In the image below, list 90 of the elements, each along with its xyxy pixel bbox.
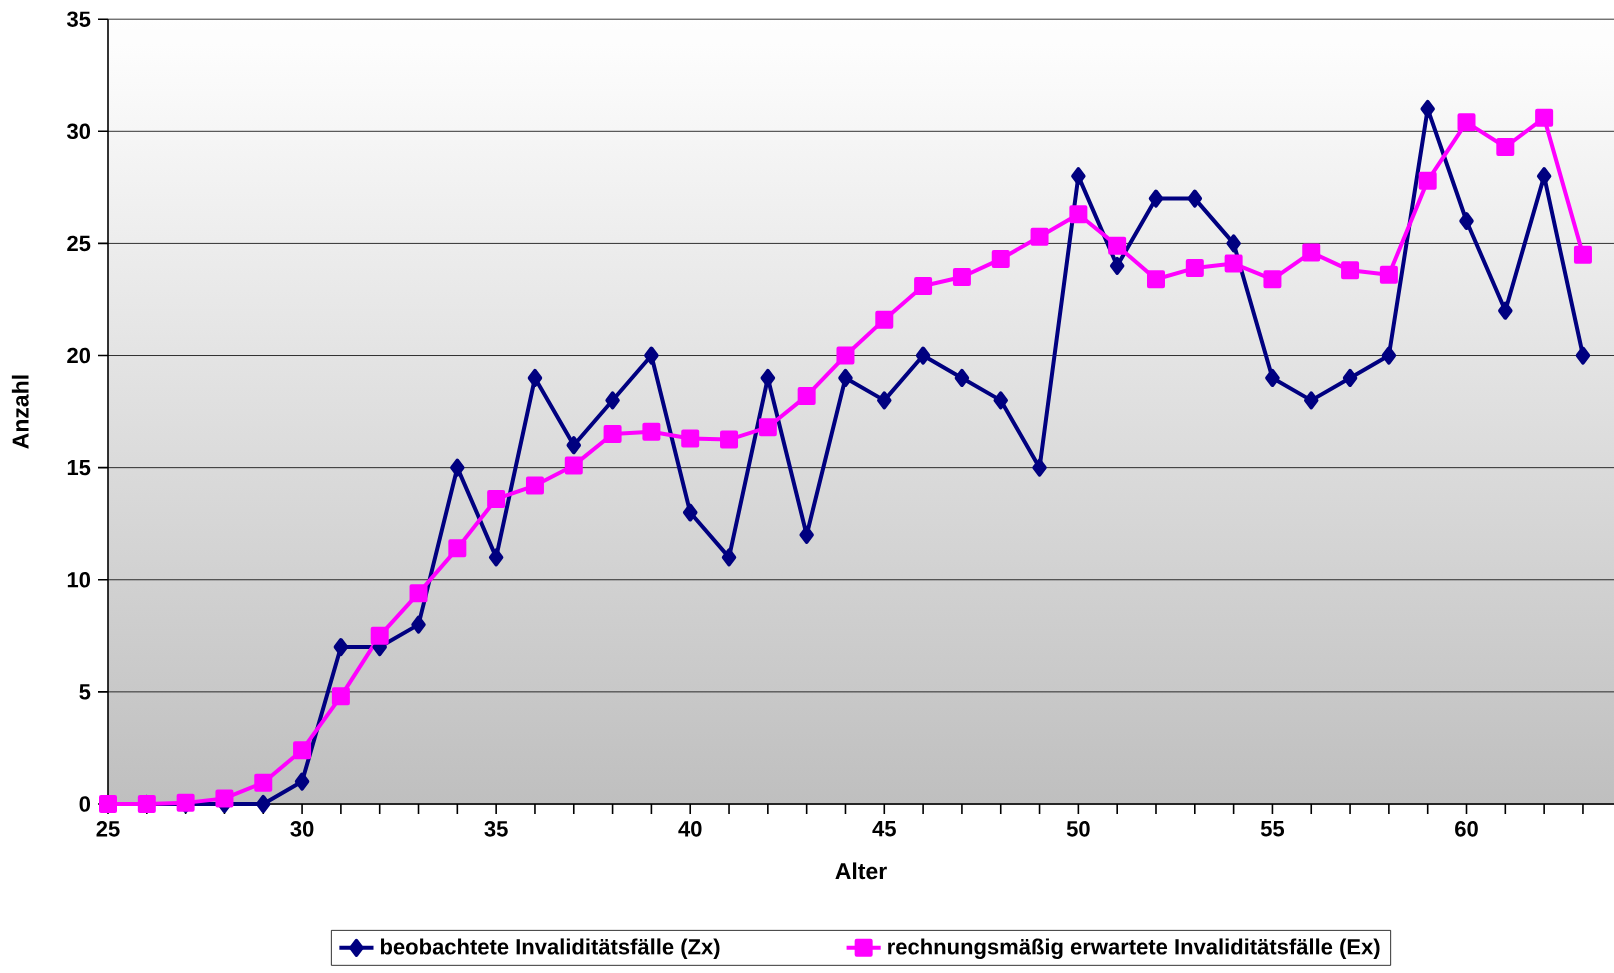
point: [1302, 243, 1321, 262]
point: [1459, 211, 1474, 230]
x-tick-label: 55: [1260, 821, 1285, 837]
y-tick-label: 15: [67, 459, 91, 476]
x-tick-label: 60: [1455, 821, 1478, 837]
y-tick-label: 0: [79, 796, 91, 812]
point: [1536, 167, 1552, 186]
point: [954, 368, 970, 387]
point: [1381, 346, 1397, 365]
legend-label: rechnungsmäßig erwartete Invaliditätsfälle (Ex): [888, 938, 1380, 959]
point: [1263, 270, 1282, 289]
point: [952, 268, 971, 287]
point: [1418, 171, 1437, 190]
point: [1226, 234, 1241, 253]
point: [1032, 458, 1047, 477]
point: [409, 584, 428, 603]
point: [331, 687, 350, 706]
y-tick-label: 20: [67, 347, 91, 364]
point: [875, 310, 894, 329]
point: [1146, 270, 1165, 289]
point: [1573, 245, 1592, 264]
point: [256, 794, 271, 813]
point: [411, 615, 426, 634]
x-axis-title: Alter: [835, 862, 887, 880]
point: [1069, 205, 1088, 224]
point: [1342, 368, 1358, 387]
y-tick-label: 35: [66, 11, 91, 27]
y-tick-label: 25: [67, 235, 91, 252]
point: [293, 741, 312, 760]
point: [333, 638, 349, 657]
point: [1187, 189, 1203, 208]
point: [564, 456, 583, 475]
point: [525, 476, 544, 495]
point: [644, 346, 659, 365]
point: [1496, 138, 1515, 156]
point: [836, 346, 855, 365]
point: [254, 773, 273, 792]
point: [450, 458, 465, 477]
point: [720, 430, 739, 449]
point: [1535, 108, 1554, 127]
point: [758, 418, 777, 437]
point: [642, 422, 661, 441]
point: [1341, 261, 1360, 280]
x-tick-label: 45: [872, 821, 896, 837]
point: [799, 525, 814, 544]
point: [448, 539, 467, 558]
point: [993, 391, 1008, 410]
legend-label: beobachtete Invaliditätsfälle (Zx): [380, 938, 720, 959]
point: [838, 368, 853, 387]
point: [1457, 113, 1476, 132]
point: [1185, 259, 1204, 278]
point: [1498, 301, 1513, 320]
point: [1379, 265, 1398, 284]
point: [294, 772, 310, 791]
x-tick-label: 25: [96, 821, 120, 837]
x-tick-label: 30: [290, 821, 314, 837]
point: [487, 490, 506, 509]
point: [1030, 227, 1049, 246]
y-tick-label: 5: [79, 684, 91, 700]
point: [797, 386, 816, 405]
x-tick-label: 40: [678, 821, 702, 837]
point: [1148, 189, 1164, 208]
point: [991, 250, 1010, 269]
point: [914, 277, 933, 296]
point: [1575, 346, 1591, 365]
point: [877, 391, 892, 410]
point: [527, 368, 543, 387]
y-axis-title: Anzahl: [11, 375, 29, 449]
point: [760, 368, 776, 387]
y-tick-label: 10: [67, 571, 91, 588]
point: [370, 626, 389, 645]
point: [215, 789, 234, 808]
x-tick-label: 35: [484, 821, 508, 837]
point: [1420, 99, 1435, 118]
x-tick-label: 50: [1066, 821, 1090, 837]
point: [1304, 391, 1319, 410]
y-tick-label: 30: [66, 123, 91, 140]
point: [681, 429, 700, 448]
point: [605, 391, 620, 410]
point: [1108, 236, 1127, 255]
point: [603, 425, 622, 444]
point: [682, 503, 698, 522]
point: [1071, 167, 1086, 186]
point: [1265, 368, 1280, 387]
point: [915, 346, 931, 365]
point: [1109, 256, 1125, 275]
point: [488, 548, 504, 567]
point: [566, 436, 582, 455]
point: [721, 548, 737, 567]
point: [1224, 254, 1243, 273]
